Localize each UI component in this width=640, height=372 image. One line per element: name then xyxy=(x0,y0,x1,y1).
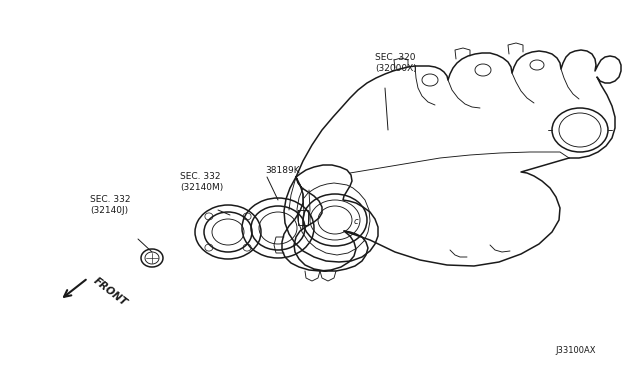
Text: SEC. 320
(32000X): SEC. 320 (32000X) xyxy=(375,53,417,73)
Text: 38189K: 38189K xyxy=(265,166,300,175)
Text: J33100AX: J33100AX xyxy=(555,346,595,355)
Text: c: c xyxy=(354,217,358,225)
Text: SEC. 332
(32140J): SEC. 332 (32140J) xyxy=(90,195,131,215)
Text: FRONT: FRONT xyxy=(92,276,129,308)
Text: SEC. 332
(32140M): SEC. 332 (32140M) xyxy=(180,172,223,192)
